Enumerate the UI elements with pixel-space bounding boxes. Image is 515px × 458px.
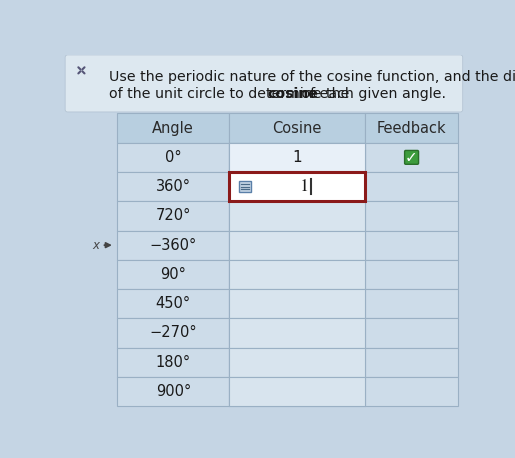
Text: 180°: 180° — [156, 354, 191, 370]
Text: 1: 1 — [293, 150, 302, 165]
Text: 720°: 720° — [156, 208, 191, 224]
Text: 360°: 360° — [156, 179, 191, 194]
FancyBboxPatch shape — [365, 172, 458, 201]
FancyBboxPatch shape — [230, 260, 365, 289]
Text: Angle: Angle — [152, 120, 194, 136]
FancyBboxPatch shape — [230, 318, 365, 348]
FancyBboxPatch shape — [365, 289, 458, 318]
FancyBboxPatch shape — [230, 172, 365, 201]
FancyBboxPatch shape — [230, 143, 365, 172]
Text: of each given angle.: of each given angle. — [297, 87, 446, 101]
FancyBboxPatch shape — [365, 377, 458, 406]
FancyBboxPatch shape — [230, 172, 365, 201]
Text: −270°: −270° — [149, 326, 197, 340]
FancyBboxPatch shape — [117, 377, 230, 406]
FancyBboxPatch shape — [117, 318, 230, 348]
FancyBboxPatch shape — [365, 348, 458, 377]
Text: Use the periodic nature of the cosine function, and the diagram: Use the periodic nature of the cosine fu… — [109, 71, 515, 84]
Text: ✓: ✓ — [405, 150, 418, 165]
Text: Cosine: Cosine — [272, 120, 322, 136]
FancyBboxPatch shape — [117, 230, 230, 260]
FancyBboxPatch shape — [117, 289, 230, 318]
Text: 1: 1 — [300, 179, 310, 195]
FancyBboxPatch shape — [230, 289, 365, 318]
Text: 90°: 90° — [160, 267, 186, 282]
Text: Feedback: Feedback — [377, 120, 447, 136]
FancyBboxPatch shape — [117, 260, 230, 289]
Text: cosine: cosine — [267, 87, 318, 101]
FancyBboxPatch shape — [230, 114, 365, 143]
FancyBboxPatch shape — [230, 143, 365, 172]
FancyBboxPatch shape — [365, 230, 458, 260]
FancyBboxPatch shape — [365, 318, 458, 348]
FancyBboxPatch shape — [405, 150, 419, 164]
Text: 0°: 0° — [165, 150, 182, 165]
FancyBboxPatch shape — [230, 289, 365, 318]
FancyBboxPatch shape — [65, 55, 462, 112]
FancyBboxPatch shape — [230, 377, 365, 406]
FancyBboxPatch shape — [365, 201, 458, 230]
Text: 450°: 450° — [156, 296, 191, 311]
FancyBboxPatch shape — [365, 260, 458, 289]
Text: 900°: 900° — [156, 384, 191, 399]
FancyBboxPatch shape — [117, 172, 230, 201]
FancyBboxPatch shape — [117, 143, 230, 172]
FancyBboxPatch shape — [239, 181, 251, 192]
FancyBboxPatch shape — [230, 201, 365, 230]
FancyBboxPatch shape — [230, 260, 365, 289]
FancyBboxPatch shape — [365, 143, 458, 172]
FancyBboxPatch shape — [230, 201, 365, 230]
FancyBboxPatch shape — [117, 201, 230, 230]
FancyBboxPatch shape — [230, 348, 365, 377]
FancyBboxPatch shape — [230, 348, 365, 377]
FancyBboxPatch shape — [230, 143, 365, 172]
FancyBboxPatch shape — [230, 230, 365, 260]
FancyBboxPatch shape — [117, 114, 230, 143]
FancyBboxPatch shape — [230, 377, 365, 406]
FancyBboxPatch shape — [117, 348, 230, 377]
FancyBboxPatch shape — [365, 114, 458, 143]
Text: x: x — [92, 239, 99, 251]
FancyBboxPatch shape — [230, 230, 365, 260]
Text: −360°: −360° — [150, 238, 197, 253]
FancyBboxPatch shape — [230, 318, 365, 348]
Text: of the unit circle to determine the: of the unit circle to determine the — [109, 87, 353, 101]
FancyBboxPatch shape — [230, 172, 365, 201]
